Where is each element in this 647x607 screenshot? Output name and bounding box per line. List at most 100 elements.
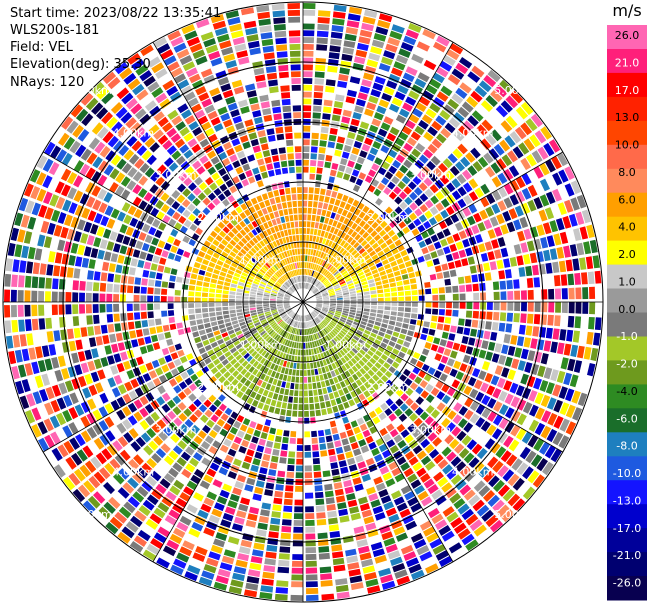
velocity-bin [329, 45, 341, 53]
velocity-bin [472, 310, 479, 319]
velocity-bin [504, 356, 513, 367]
velocity-bin [145, 475, 158, 487]
velocity-bin [292, 540, 303, 547]
velocity-bin [421, 268, 429, 276]
velocity-bin [503, 183, 514, 195]
velocity-bin [272, 323, 278, 329]
velocity-bin [465, 539, 479, 551]
velocity-bin [403, 418, 412, 428]
velocity-bin [167, 252, 176, 260]
velocity-bin [182, 315, 189, 321]
velocity-bin [119, 245, 128, 255]
velocity-bin [246, 34, 259, 42]
velocity-bin [109, 333, 117, 343]
velocity-bin [371, 221, 379, 229]
velocity-bin [310, 277, 314, 284]
velocity-bin [405, 557, 420, 568]
velocity-bin [539, 380, 549, 392]
velocity-bin [333, 270, 339, 276]
velocity-bin [317, 251, 322, 258]
velocity-bin [430, 234, 439, 243]
velocity-bin [467, 215, 476, 226]
velocity-bin [132, 491, 145, 503]
velocity-bin [360, 336, 368, 342]
velocity-bin [261, 193, 269, 201]
velocity-bin [494, 84, 508, 98]
velocity-bin [259, 94, 269, 102]
velocity-bin [405, 335, 413, 342]
velocity-bin [73, 190, 84, 203]
velocity-bin [284, 126, 293, 133]
velocity-bin [145, 415, 155, 426]
velocity-bin [175, 497, 188, 508]
velocity-bin [261, 321, 268, 326]
velocity-bin [243, 293, 249, 297]
velocity-bin [136, 486, 149, 498]
velocity-bin [249, 307, 256, 311]
velocity-bin [585, 256, 594, 270]
velocity-bin [209, 462, 220, 472]
velocity-bin [403, 186, 412, 195]
velocity-bin [249, 391, 257, 399]
velocity-bin [133, 312, 141, 320]
velocity-bin [394, 206, 403, 215]
velocity-bin [347, 266, 354, 272]
velocity-bin [346, 20, 360, 28]
velocity-bin [320, 252, 325, 259]
velocity-bin [344, 362, 351, 370]
velocity-bin [281, 322, 286, 328]
velocity-bin [307, 342, 311, 349]
velocity-bin [188, 383, 197, 392]
velocity-bin [314, 71, 325, 78]
velocity-bin [457, 143, 468, 155]
velocity-bin [500, 247, 509, 258]
velocity-bin [583, 346, 592, 360]
velocity-bin [487, 229, 496, 239]
velocity-bin [14, 244, 23, 258]
velocity-bin [362, 16, 376, 25]
velocity-bin [427, 507, 440, 519]
velocity-bin [74, 404, 85, 417]
velocity-bin [209, 404, 218, 413]
velocity-bin [361, 509, 373, 518]
velocity-bin [316, 317, 321, 323]
velocity-bin [291, 581, 303, 588]
velocity-bin [51, 209, 61, 222]
velocity-bin [90, 371, 100, 383]
velocity-bin [397, 244, 405, 252]
velocity-bin [303, 390, 308, 397]
velocity-bin [399, 108, 410, 118]
velocity-bin [476, 105, 489, 117]
velocity-bin [167, 310, 175, 317]
velocity-bin [286, 340, 291, 347]
velocity-bin [381, 580, 396, 590]
velocity-bin [325, 246, 330, 254]
velocity-bin [356, 244, 363, 252]
velocity-bin [356, 42, 369, 51]
velocity-bin [500, 120, 513, 133]
velocity-bin [303, 363, 307, 370]
velocity-bin [216, 311, 223, 316]
velocity-bin [34, 218, 43, 232]
velocity-bin [100, 215, 109, 227]
velocity-bin [321, 310, 327, 314]
velocity-bin [347, 236, 354, 244]
velocity-bin [283, 300, 290, 302]
velocity-bin [237, 315, 244, 320]
velocity-bin [314, 308, 321, 312]
velocity-bin [93, 314, 100, 324]
velocity-bin [314, 222, 319, 229]
velocity-bin [134, 320, 142, 329]
velocity-bin [209, 316, 217, 322]
velocity-bin [349, 309, 356, 313]
velocity-bin [201, 352, 209, 360]
velocity-bin [31, 318, 39, 331]
velocity-bin [46, 264, 54, 276]
velocity-bin [455, 87, 468, 99]
velocity-bin [349, 175, 357, 184]
velocity-bin [259, 283, 266, 288]
velocity-bin [244, 284, 251, 288]
velocity-bin [111, 343, 119, 353]
velocity-bin [305, 519, 315, 526]
velocity-bin [330, 278, 337, 284]
